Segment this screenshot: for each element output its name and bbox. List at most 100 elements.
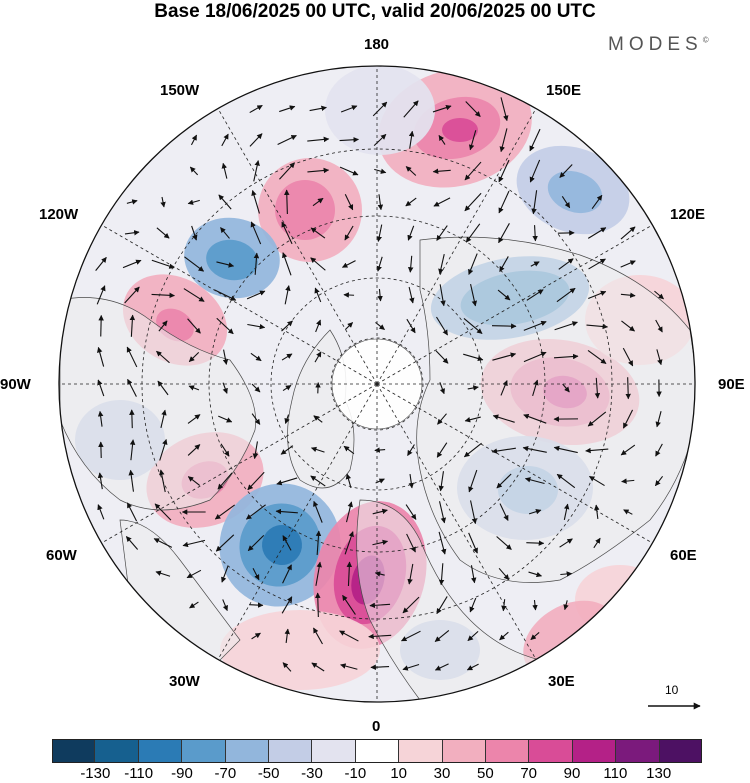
wind-arrow	[464, 161, 482, 181]
wind-arrow	[218, 194, 232, 210]
wind-arrow	[124, 286, 140, 304]
wind-arrow	[216, 317, 234, 335]
meridian-line	[376, 224, 653, 385]
anomaly-contour	[220, 610, 380, 690]
wind-arrow	[245, 504, 266, 520]
wind-arrow	[500, 97, 509, 122]
wind-arrow	[407, 225, 415, 241]
meridian-line	[101, 383, 378, 544]
wind-arrow	[433, 197, 451, 207]
colorbar-swatch	[486, 739, 530, 763]
wind-arrow	[310, 227, 326, 239]
wind-arrow	[281, 596, 293, 614]
colorbar-swatch	[138, 739, 183, 763]
wind-arrow	[408, 130, 415, 149]
wind-arrow	[562, 383, 570, 393]
wind-arrow	[531, 190, 538, 215]
wind-arrow	[528, 571, 543, 578]
wind-arrow	[523, 351, 547, 363]
anomaly-contour	[206, 239, 258, 281]
colorbar-swatch	[95, 739, 139, 763]
wind-arrow	[499, 503, 509, 521]
wind-arrow	[532, 225, 538, 242]
wind-arrow	[532, 379, 539, 397]
wind-arrow	[499, 128, 508, 153]
colorbar-swatch	[442, 739, 487, 763]
wind-arrow	[129, 439, 136, 461]
wind-arrow	[188, 352, 200, 362]
wind-arrow	[341, 260, 356, 268]
wind-arrow	[376, 224, 383, 242]
wind-arrow	[406, 318, 416, 334]
wind-arrow	[466, 663, 479, 671]
wind-arrow	[315, 530, 322, 556]
wind-arrow	[247, 534, 265, 552]
wind-arrow	[526, 540, 545, 546]
wind-arrow	[467, 385, 479, 391]
wind-arrow	[620, 292, 636, 298]
land-masses	[59, 236, 695, 701]
wind-arrow	[252, 568, 260, 581]
wind-arrow	[438, 134, 446, 145]
land-outline	[59, 297, 257, 511]
wind-arrow	[343, 445, 355, 455]
wind-arrow	[656, 349, 663, 366]
wind-arrow	[187, 414, 201, 424]
meridian-line	[101, 224, 378, 385]
anomaly-contour	[325, 66, 435, 155]
wind-arrow	[468, 253, 478, 275]
wind-arrow	[247, 323, 266, 330]
colorbar-swatch	[399, 739, 443, 763]
wind-arrow	[586, 323, 609, 330]
wind-arrow	[340, 663, 358, 670]
wind-arrow	[311, 662, 325, 672]
wind-arrow	[157, 380, 169, 396]
wind-arrow	[529, 159, 541, 183]
wind-arrow	[218, 415, 233, 423]
wind-arrow	[313, 627, 323, 645]
wind-arrow	[372, 101, 388, 117]
wind-arrow	[310, 446, 325, 453]
wind-arrow	[313, 500, 323, 523]
wind-arrow	[408, 474, 415, 489]
longitude-label-180: 180	[364, 36, 390, 53]
wind-arrow	[250, 352, 262, 362]
wind-arrow	[405, 166, 417, 176]
anomaly-contour	[547, 170, 603, 214]
wind-arrow	[344, 531, 354, 555]
colorbar-swatch	[616, 739, 660, 763]
wind-arrow	[553, 445, 578, 454]
wind-arrow	[214, 504, 236, 520]
wind-arrow	[339, 166, 359, 176]
wind-arrow	[314, 351, 322, 363]
anomaly-contour	[575, 565, 665, 635]
wind-arrow	[500, 380, 508, 396]
meridian-line	[376, 108, 537, 385]
wind-arrow	[189, 166, 199, 176]
wind-arrow	[215, 534, 235, 552]
longitude-label-150w: 150W	[160, 82, 200, 99]
wind-arrow	[342, 594, 356, 615]
wind-arrow	[554, 321, 578, 331]
wind-arrow	[497, 289, 511, 301]
wind-arrow	[97, 346, 105, 367]
wind-arrow	[221, 162, 228, 179]
wind-arrow	[372, 539, 389, 546]
wind-arrow	[122, 259, 142, 269]
wind-arrow	[339, 136, 359, 143]
wind-arrow	[496, 536, 512, 550]
wind-arrow	[372, 508, 388, 515]
meridian-line	[376, 383, 653, 544]
wind-arrow	[315, 592, 321, 618]
wind-arrow	[625, 377, 631, 400]
wind-arrow	[530, 261, 540, 267]
wind-arrow	[623, 509, 633, 515]
wind-arrow	[252, 441, 259, 460]
wind-arrow	[498, 159, 510, 183]
wind-arrow	[186, 569, 202, 579]
wind-arrow	[159, 438, 168, 461]
wind-arrow	[249, 104, 263, 114]
wind-arrow	[345, 473, 352, 489]
wind-arrow	[282, 384, 292, 392]
wind-arrow	[594, 377, 601, 399]
